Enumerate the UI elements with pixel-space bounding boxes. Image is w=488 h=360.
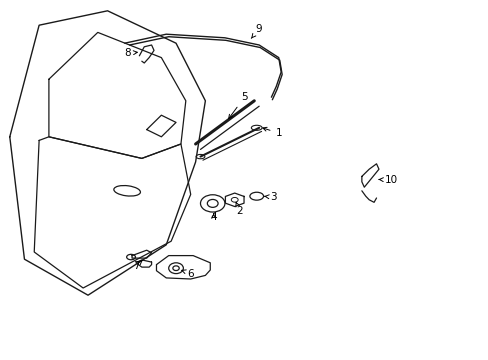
Text: 9: 9 bbox=[251, 24, 262, 39]
Ellipse shape bbox=[173, 266, 179, 271]
Ellipse shape bbox=[196, 154, 204, 159]
Text: 8: 8 bbox=[123, 48, 137, 58]
Ellipse shape bbox=[251, 125, 262, 130]
Text: 2: 2 bbox=[235, 202, 243, 216]
Ellipse shape bbox=[207, 199, 218, 207]
Text: 10: 10 bbox=[378, 175, 397, 185]
Ellipse shape bbox=[249, 192, 263, 200]
Text: 1: 1 bbox=[263, 127, 282, 138]
Ellipse shape bbox=[168, 263, 183, 274]
Text: 7: 7 bbox=[132, 260, 142, 271]
Text: 3: 3 bbox=[264, 192, 277, 202]
Ellipse shape bbox=[200, 195, 224, 212]
Text: 5: 5 bbox=[228, 92, 247, 118]
Text: 4: 4 bbox=[210, 212, 217, 222]
Text: 6: 6 bbox=[182, 269, 194, 279]
Ellipse shape bbox=[126, 254, 135, 260]
